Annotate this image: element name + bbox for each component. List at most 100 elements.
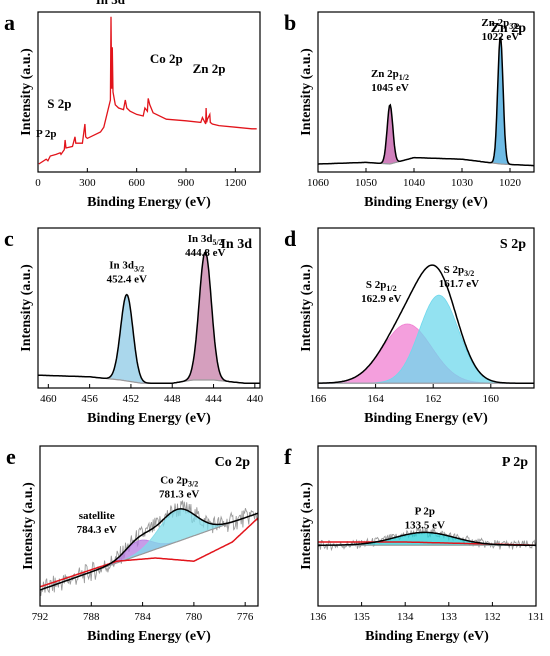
x-tick-label: 0 bbox=[35, 177, 41, 189]
peak-label-value: 452.4 eV bbox=[107, 274, 147, 286]
plot-area bbox=[38, 16, 257, 165]
peak-label-value: 1022 eV bbox=[482, 31, 520, 43]
axes-frame bbox=[317, 11, 535, 173]
fit-component-1 bbox=[318, 294, 534, 384]
x-tick-label: 1040 bbox=[403, 177, 426, 189]
x-tick-label: 776 bbox=[237, 611, 254, 623]
peak-label-name: Co 2p bbox=[160, 475, 188, 487]
peak-label-name: S 2p bbox=[444, 264, 465, 276]
peak-label-subscript: 1/2 bbox=[399, 73, 409, 82]
peak-label-value: 781.3 eV bbox=[159, 489, 199, 501]
axes-frame bbox=[37, 11, 261, 173]
peak-label-0: Zn 2p1/2 bbox=[371, 68, 409, 82]
peak-label-value: 444.8 eV bbox=[185, 247, 225, 259]
x-tick-label: 134 bbox=[397, 611, 414, 623]
x-axis-label: Binding Energy (eV) bbox=[365, 629, 489, 644]
panel-title: P 2p bbox=[502, 455, 528, 470]
plot-area bbox=[38, 250, 260, 384]
x-tick-label: 135 bbox=[353, 611, 370, 623]
x-axis-label: Binding Energy (eV) bbox=[364, 195, 488, 210]
x-tick-label: 131 bbox=[528, 611, 545, 623]
peak-label-name: Zn 2p bbox=[481, 17, 509, 29]
axes-frame bbox=[317, 227, 535, 389]
peak-label-1: In 3d5/2 bbox=[188, 233, 223, 247]
y-axis-label: Intensity (a.u.) bbox=[19, 264, 34, 352]
x-tick-label: 792 bbox=[32, 611, 49, 623]
peak-label-1: S 2p3/2 bbox=[444, 264, 475, 278]
panel-a: In 3d Co 2p Zn 2p S 2p P 2p 0 300 600 900 1200 Bin… bbox=[4, 0, 261, 210]
x-tick-label: 780 bbox=[186, 611, 203, 623]
plot-area bbox=[318, 264, 534, 384]
peak-label-subscript: 3/2 bbox=[509, 22, 519, 31]
panel-title: In 3d bbox=[220, 237, 252, 252]
y-axis-label: Intensity (a.u.) bbox=[21, 482, 36, 570]
panel-f: P 2p 133.5 eV 136 135 134 133 132 131 Binding En… bbox=[284, 444, 544, 644]
panel-letter: f bbox=[284, 444, 292, 469]
survey-peak-label: Co 2p bbox=[150, 51, 183, 66]
x-tick-label: 452 bbox=[123, 393, 140, 405]
peak-label-value: 161.7 eV bbox=[439, 278, 479, 290]
fit-component-0 bbox=[38, 294, 260, 384]
x-tick-label: 300 bbox=[79, 177, 96, 189]
peak-label-1: Co 2p3/2 bbox=[160, 475, 198, 489]
x-tick-label: 444 bbox=[205, 393, 222, 405]
survey-spectrum-line bbox=[38, 16, 257, 165]
envelope-line bbox=[318, 35, 534, 167]
peak-label-name: In 3d bbox=[188, 233, 213, 245]
x-axis-label: Binding Energy (eV) bbox=[87, 629, 211, 644]
peak-label-value: 162.9 eV bbox=[361, 293, 401, 305]
x-tick-label: 1020 bbox=[499, 177, 522, 189]
peak-label-subscript: 3/2 bbox=[134, 265, 144, 274]
peak-label-subscript: 3/2 bbox=[464, 269, 474, 278]
peak-label-name: S 2p bbox=[366, 279, 387, 291]
x-tick-label: 460 bbox=[40, 393, 57, 405]
x-axis-label: Binding Energy (eV) bbox=[87, 195, 211, 210]
x-tick-label: 160 bbox=[483, 393, 500, 405]
panel-letter: a bbox=[4, 10, 15, 35]
x-tick-label: 900 bbox=[178, 177, 195, 189]
axes-frame bbox=[317, 445, 537, 607]
x-tick-label: 164 bbox=[367, 393, 384, 405]
envelope-line bbox=[40, 508, 258, 591]
panel-title: S 2p bbox=[500, 237, 526, 252]
x-tick-label: 448 bbox=[164, 393, 181, 405]
fit-baseline-line bbox=[40, 517, 258, 588]
peak-label-0: In 3d3/2 bbox=[109, 260, 144, 274]
peak-label-0: satellite bbox=[79, 510, 115, 522]
envelope-line bbox=[38, 250, 260, 384]
x-tick-label: 784 bbox=[134, 611, 151, 623]
peak-label-0: P 2p bbox=[415, 505, 435, 517]
peak-label-0: S 2p1/2 bbox=[366, 279, 397, 293]
x-tick-label: 132 bbox=[484, 611, 501, 623]
x-tick-label: 456 bbox=[81, 393, 98, 405]
fit-component-0 bbox=[318, 532, 536, 546]
y-axis-label: Intensity (a.u.) bbox=[299, 482, 314, 570]
y-axis-label: Intensity (a.u.) bbox=[299, 48, 314, 136]
x-tick-label: 1200 bbox=[224, 177, 247, 189]
x-tick-label: 136 bbox=[310, 611, 327, 623]
panel-title: Co 2p bbox=[215, 455, 251, 470]
x-tick-label: 1050 bbox=[355, 177, 378, 189]
x-tick-label: 162 bbox=[425, 393, 442, 405]
peak-label-value: 784.3 eV bbox=[77, 524, 117, 536]
x-tick-label: 600 bbox=[128, 177, 145, 189]
peak-label-name: In 3d bbox=[109, 260, 134, 272]
survey-peak-label: Zn 2p bbox=[193, 61, 226, 76]
x-tick-label: 788 bbox=[83, 611, 100, 623]
plot-area bbox=[40, 500, 258, 597]
peak-label-1: Zn 2p3/2 bbox=[481, 17, 519, 31]
panel-letter: c bbox=[4, 226, 14, 251]
raw-data-line bbox=[318, 526, 536, 552]
peak-label-name: satellite bbox=[79, 510, 115, 522]
panel-title: Zn 2p bbox=[491, 21, 527, 36]
x-tick-label: 440 bbox=[247, 393, 264, 405]
x-tick-label: 1060 bbox=[307, 177, 330, 189]
panel-letter: d bbox=[284, 226, 296, 251]
plot-area bbox=[318, 35, 534, 167]
peak-label-value: 1045 eV bbox=[371, 82, 409, 94]
survey-peak-label: In 3d bbox=[96, 0, 126, 7]
raw-data-line bbox=[40, 500, 258, 597]
